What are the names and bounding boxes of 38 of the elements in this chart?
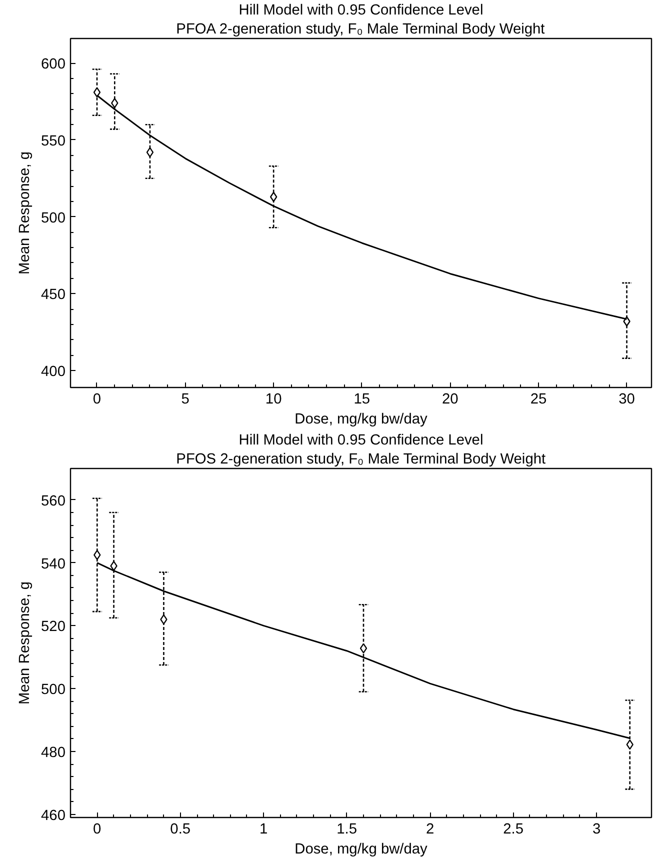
x-tick-label: 3 (592, 822, 601, 838)
y-tick-label: 500 (41, 210, 66, 226)
x-tick-label: 2 (426, 822, 434, 838)
y-tick-label: 600 (41, 56, 66, 73)
y-tick-label: 560 (41, 493, 66, 510)
point (93, 87, 101, 98)
x-axis-title: Dose, mg/kg bw/day (294, 842, 428, 858)
y-tick-label: 540 (41, 556, 66, 572)
x-tick-label: 2.5 (503, 822, 524, 838)
y-axis-title: Mean Response, g (17, 581, 34, 705)
chart-subtitle: PFOS 2-generation study, F₀ Male Terminal Body Weight (176, 452, 546, 468)
x-tick-label: 0 (93, 822, 102, 838)
chart-subtitle: PFOA 2-generation study, F₀ Male Terminal Body Weight (176, 22, 545, 38)
x-tick-label: 15 (354, 392, 370, 408)
x-tick-label: 1.5 (336, 822, 358, 838)
x-tick-label: 0 (92, 392, 102, 408)
y-tick-label: 460 (41, 808, 66, 824)
x-tick-label: 20 (442, 392, 458, 408)
x-tick-label: 0.5 (170, 822, 191, 838)
y-tick-label: 500 (41, 682, 66, 698)
x-tick-label: 5 (181, 392, 190, 408)
point (270, 192, 278, 202)
chart-title: Hill Model with 0.95 Confidence Level (238, 432, 484, 448)
y-tick-label: 400 (41, 364, 66, 380)
y-tick-label: 520 (41, 619, 66, 636)
x-tick-label: 30 (618, 392, 635, 408)
x-tick-label: 1 (260, 822, 268, 838)
x-axis-title: Dose, mg/kg bw/day (294, 412, 428, 428)
point (623, 316, 630, 326)
chart-title: Hill Model with 0.95 Confidence Level (238, 2, 484, 18)
point (146, 147, 154, 158)
y-tick-label: 550 (41, 133, 66, 150)
y-tick-label: 450 (41, 287, 66, 304)
x-tick-label: 25 (530, 392, 547, 408)
y-axis-title: Mean Response, g (17, 151, 34, 275)
point (360, 643, 368, 654)
y-tick-label: 480 (41, 744, 66, 761)
x-tick-label: 10 (265, 392, 282, 408)
